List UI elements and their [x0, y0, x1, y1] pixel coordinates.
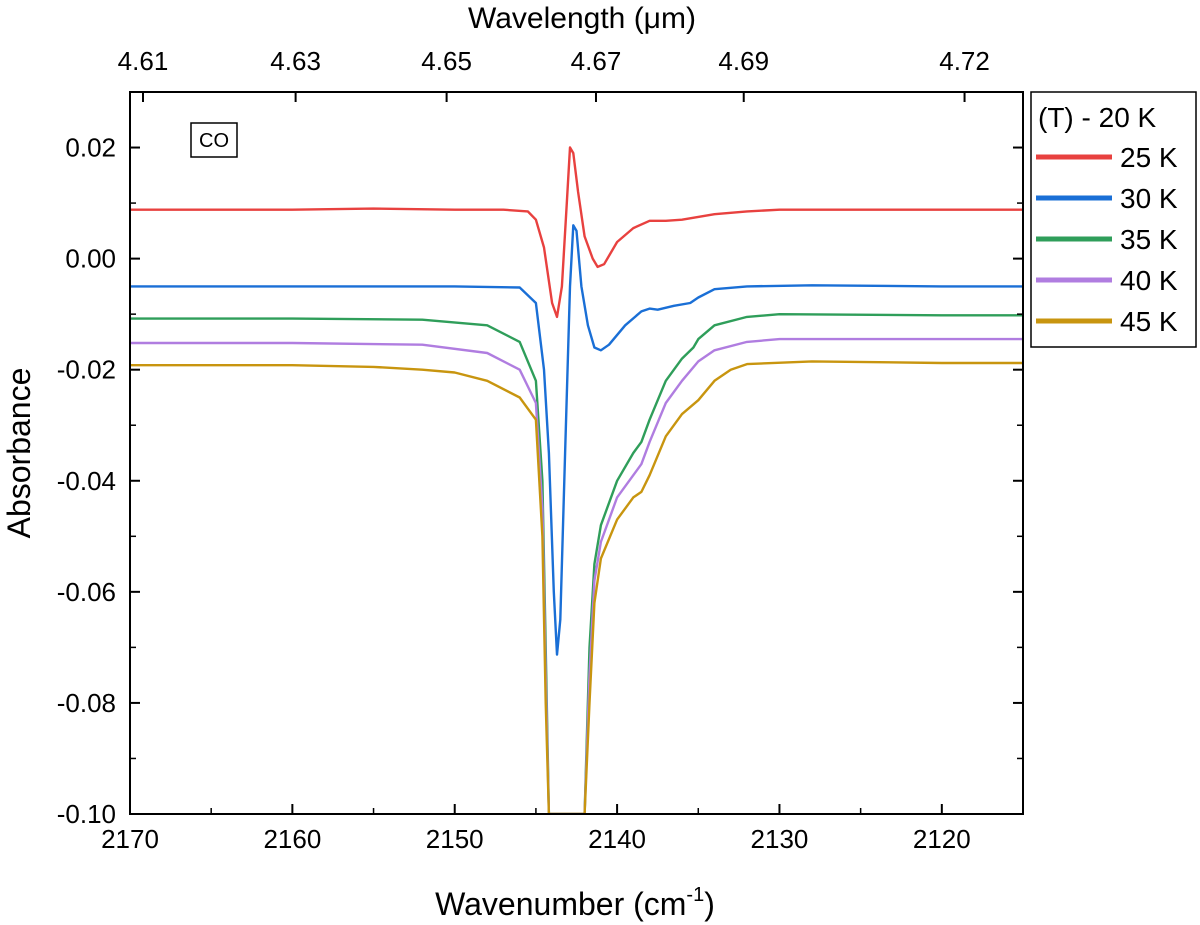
legend-title: (T) - 20 K: [1038, 102, 1157, 133]
x-axis-label: Wavenumber (cm-1): [435, 884, 715, 922]
y-tick-label: -0.08: [57, 688, 116, 718]
x-axis-label-close: ): [704, 886, 715, 922]
y-axis-label: Absorbance: [1, 368, 37, 539]
y-tick-label: -0.02: [57, 355, 116, 385]
legend-label: 45 K: [1120, 306, 1178, 337]
x-tick-label: 2150: [426, 824, 484, 854]
x-tick-label: 2170: [101, 824, 159, 854]
x-tick-label: 2160: [263, 824, 321, 854]
plot-lines: [130, 146, 1023, 814]
x-axis-label-text: Wavenumber (cm: [435, 886, 686, 922]
legend-label: 40 K: [1120, 265, 1178, 296]
series-line-35k: [130, 313, 1023, 814]
top-tick-label: 4.69: [718, 46, 769, 76]
top-tick-label: 4.61: [118, 46, 169, 76]
plot-frame: [129, 91, 1024, 815]
top-tick-label: 4.72: [939, 46, 990, 76]
x-tick-label: 2120: [913, 824, 971, 854]
top-tick-label: 4.67: [571, 46, 622, 76]
co-annotation: CO: [199, 130, 229, 152]
series-line-25k: [130, 146, 1023, 319]
y-tick-label: -0.06: [57, 577, 116, 607]
series-line-45k: [130, 360, 1023, 814]
x-tick-label: 2140: [588, 824, 646, 854]
top-axis-label: Wavelength (μm): [468, 2, 696, 35]
series-line-30k: [130, 224, 1023, 656]
legend: (T) - 20 K 25 K 30 K 35 K 40 K 45 K: [1030, 91, 1197, 348]
x-tick-label: 2130: [751, 824, 809, 854]
legend-label: 25 K: [1120, 142, 1178, 173]
series-line-40k: [130, 337, 1023, 814]
y-tick-label: -0.10: [57, 799, 116, 829]
axis-ticks: 2170 2160 2150 2140 2130 2120 0.02 0.00 -0.02 -0.…: [57, 46, 1023, 854]
y-tick-label: 0.00: [65, 244, 116, 274]
legend-items: 25 K 30 K 35 K 40 K 45 K: [1036, 142, 1178, 337]
y-tick-label: 0.02: [65, 133, 116, 163]
legend-label: 30 K: [1120, 183, 1178, 214]
x-axis-label-sup: -1: [686, 884, 704, 906]
legend-box: [1030, 91, 1197, 348]
y-tick-label: -0.04: [57, 466, 116, 496]
legend-label: 35 K: [1120, 224, 1178, 255]
co-annotation-box: [190, 122, 238, 158]
top-tick-label: 4.65: [421, 46, 472, 76]
top-tick-label: 4.63: [270, 46, 321, 76]
